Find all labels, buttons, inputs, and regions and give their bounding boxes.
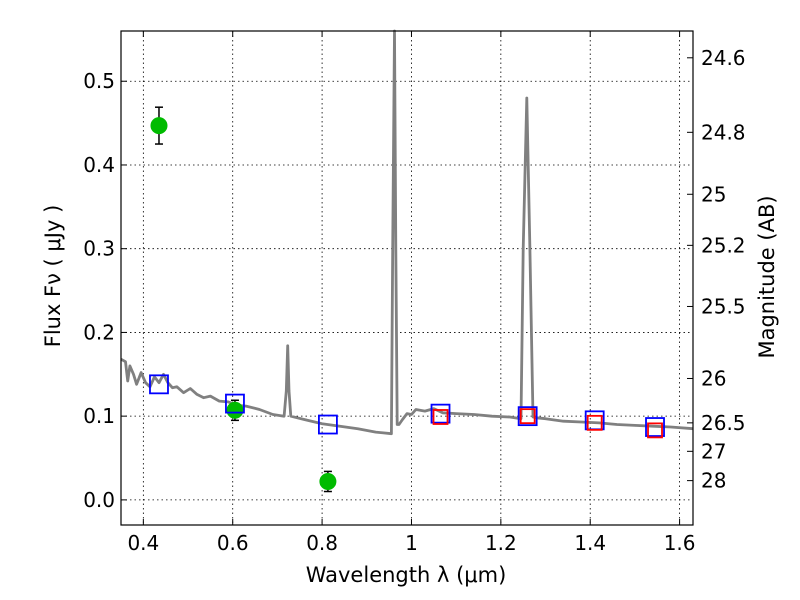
marker-layer bbox=[149, 106, 665, 493]
y-tick-label: 0.2 bbox=[83, 320, 115, 344]
grid-lines bbox=[121, 31, 693, 525]
y-tick-label: 0.5 bbox=[83, 69, 115, 93]
x-axis-label: Wavelength λ (μm) bbox=[306, 563, 507, 587]
model-square-marker bbox=[149, 374, 169, 395]
photometry-point bbox=[319, 472, 337, 490]
mag-tick-label: 27 bbox=[701, 439, 726, 463]
model-square-marker bbox=[430, 403, 451, 424]
x-tick-label: 1.2 bbox=[485, 531, 517, 555]
mag-tick-label: 25.5 bbox=[701, 294, 746, 318]
mag-tick-label: 28 bbox=[701, 469, 726, 493]
y-tick-label: 0.4 bbox=[83, 153, 115, 177]
x-tick-label: 0.8 bbox=[306, 531, 338, 555]
mag-tick-label: 26.5 bbox=[701, 411, 746, 435]
inner-square-marker bbox=[586, 414, 603, 431]
mag-tick-label: 25 bbox=[701, 182, 726, 206]
y-tick-label: 0.3 bbox=[83, 237, 115, 261]
inner-square-marker bbox=[647, 422, 663, 439]
spectrum-layer bbox=[120, 29, 694, 436]
mag-tick-label: 24.8 bbox=[701, 120, 746, 144]
model-square-marker bbox=[318, 414, 338, 435]
model-square-marker bbox=[225, 393, 245, 414]
y-tick-label: 0.0 bbox=[83, 488, 115, 512]
x-tick-label: 1.4 bbox=[574, 531, 606, 555]
x-tick-label: 1 bbox=[405, 531, 418, 555]
y-tick-label: 0.1 bbox=[83, 404, 115, 428]
plot-frame bbox=[120, 30, 694, 526]
inner-square-marker bbox=[432, 409, 449, 425]
x-tick-label: 1.6 bbox=[664, 531, 696, 555]
x-tick-label: 0.6 bbox=[217, 531, 249, 555]
mag-tick-label: 24.6 bbox=[701, 46, 746, 70]
photometry-point bbox=[150, 117, 168, 135]
y-axis-right-label: Magnitude (AB) bbox=[755, 195, 779, 358]
y-axis-label: Flux Fν ( μJy ) bbox=[41, 205, 65, 348]
x-tick-label: 0.4 bbox=[127, 531, 159, 555]
mag-tick-label: 26 bbox=[701, 366, 726, 390]
spectrum-line bbox=[120, 29, 694, 436]
mag-tick-label: 25.2 bbox=[701, 233, 746, 257]
model-square-marker bbox=[645, 417, 665, 437]
inner-square-marker bbox=[519, 408, 536, 425]
model-square-marker bbox=[517, 406, 538, 427]
axis-ticks: 0.4 0.6 0.8 1 1.2 1.4 1.6 0.0 0.1 0.2 0.3 0.4 0.5 24.… bbox=[83, 31, 746, 555]
photometry-point bbox=[226, 401, 244, 419]
